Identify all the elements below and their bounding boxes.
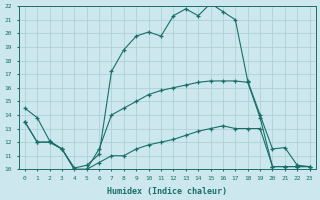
X-axis label: Humidex (Indice chaleur): Humidex (Indice chaleur) (107, 187, 227, 196)
